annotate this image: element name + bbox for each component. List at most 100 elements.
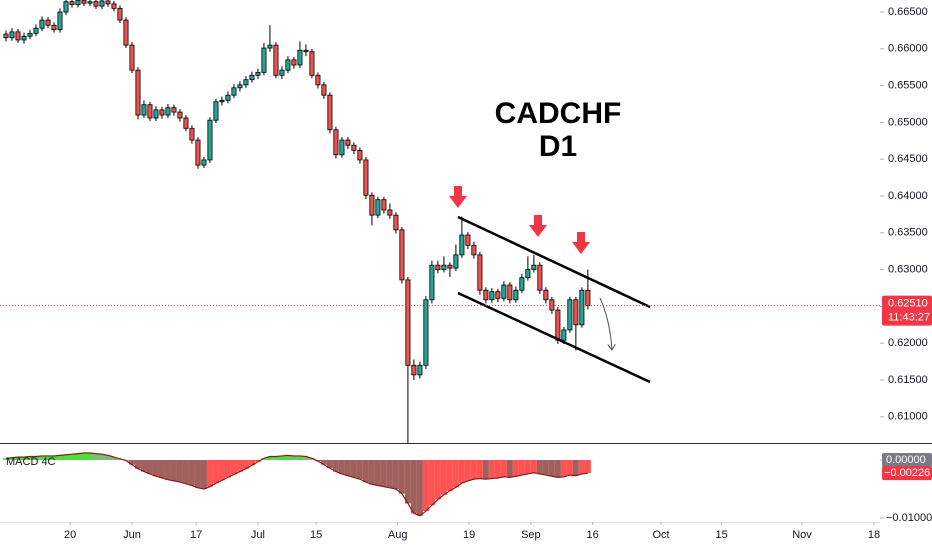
candle-body — [129, 44, 135, 71]
macd-bar — [38, 455, 45, 460]
candle-body — [69, 1, 75, 6]
candle-body — [189, 127, 195, 141]
macd-bar — [224, 459, 231, 478]
macd-bar — [134, 459, 141, 469]
macd-bar — [296, 455, 303, 460]
macd-tick-label: 0.00000 — [886, 454, 926, 466]
macd-bar — [410, 459, 417, 514]
candle-body — [477, 254, 483, 291]
candle-body — [303, 49, 309, 53]
y-tick-label: 0.64500 — [888, 153, 928, 165]
channel-lower — [457, 291, 651, 384]
candle-body — [183, 117, 189, 129]
x-tick-label: Aug — [388, 529, 408, 541]
macd-bar — [338, 459, 345, 474]
macd-bar — [164, 459, 171, 480]
macd-bar — [20, 457, 27, 460]
macd-bar — [302, 456, 309, 460]
macd-bar — [500, 459, 507, 477]
candle-body — [279, 69, 285, 76]
macd-bar — [506, 459, 513, 478]
candle-body — [171, 107, 177, 113]
macd-bar — [290, 455, 297, 460]
y-tick-label: 0.63500 — [888, 227, 928, 239]
candle-body — [177, 111, 183, 119]
candle-body — [381, 199, 387, 211]
symbol-title: CADCHF — [495, 97, 622, 130]
macd-pane — [2, 452, 591, 517]
macd-bar — [308, 458, 315, 460]
x-tick-label: 16 — [587, 529, 599, 541]
macd-bar — [566, 459, 573, 476]
macd-bar — [380, 459, 387, 487]
macd-bar — [32, 456, 39, 460]
countdown: 11:43:27 — [888, 312, 930, 324]
macd-bar — [368, 459, 375, 485]
macd-bar — [212, 459, 219, 484]
macd-bar — [260, 458, 267, 460]
candle-body — [357, 149, 363, 161]
macd-bar — [320, 459, 327, 465]
candle-body — [165, 107, 171, 116]
candle-body — [57, 11, 63, 31]
macd-bar — [452, 459, 459, 488]
macd-bar — [68, 454, 75, 460]
macd-bar — [236, 459, 243, 472]
macd-bar — [152, 459, 159, 477]
macd-bar — [482, 459, 489, 480]
candle-body — [537, 264, 543, 291]
candle-body — [507, 284, 513, 301]
candle-body — [321, 84, 327, 96]
macd-last-tag — [882, 466, 932, 481]
macd-bar — [386, 459, 393, 488]
y-tick-label: 0.61000 — [888, 411, 928, 423]
macd-bar — [158, 459, 165, 478]
candle-body — [39, 19, 45, 29]
candle-body — [345, 139, 351, 146]
candle-body — [21, 35, 27, 41]
candle-body — [351, 144, 357, 151]
price-tag-label: 0.62510 — [888, 298, 928, 310]
candle-body — [423, 299, 429, 366]
candle-body — [489, 291, 495, 301]
macd-bar — [194, 459, 201, 488]
candle-body — [15, 31, 21, 41]
indicator-name: MACD 4C — [6, 456, 56, 468]
macd-bar — [542, 459, 549, 476]
macd-bar — [518, 459, 525, 476]
y-tick-label: 0.64000 — [888, 190, 928, 202]
macd-bar — [284, 455, 291, 460]
macd-bar — [494, 459, 501, 478]
candle-body — [219, 99, 225, 103]
y-tick-label: 0.66500 — [888, 6, 928, 18]
x-tick-label: 15 — [310, 529, 322, 541]
macd-bar — [440, 459, 447, 495]
channel-upper — [457, 215, 651, 309]
candle-body — [291, 59, 297, 66]
red-arrow — [449, 186, 467, 208]
macd-bar — [266, 456, 273, 460]
candle-body — [513, 289, 519, 301]
candle-body — [81, 0, 87, 4]
macd-bar — [560, 459, 567, 477]
candle-body — [429, 264, 435, 301]
macd-bar — [392, 459, 399, 489]
candle-body — [87, 1, 93, 4]
candle-body — [117, 7, 123, 21]
candle-body — [9, 31, 15, 39]
candle-body — [585, 289, 591, 307]
macd-bar — [248, 459, 255, 466]
candle-body — [255, 71, 261, 76]
candle-body — [339, 139, 345, 156]
macd-bar — [104, 455, 111, 460]
candle-body — [531, 264, 537, 270]
candle-body — [561, 329, 567, 341]
candle-body — [75, 0, 81, 6]
macd-bar — [404, 459, 411, 504]
candle-body — [555, 309, 561, 341]
macd-bar — [242, 459, 249, 469]
y-tick-label: 0.61500 — [888, 374, 928, 386]
candle-body — [501, 284, 507, 299]
candle-body — [147, 104, 153, 119]
